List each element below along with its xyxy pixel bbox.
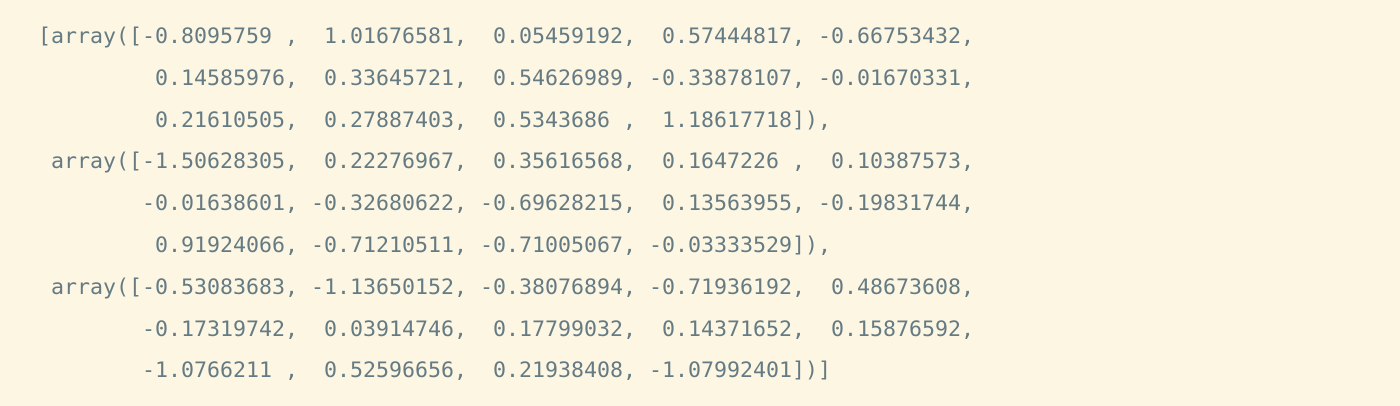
output-line-1: [array([-0.8095759 , 1.01676581, 0.05459… xyxy=(38,24,975,49)
output-line-9: -1.0766211 , 0.52596656, 0.21938408, -1.… xyxy=(38,358,832,384)
output-line-7: array([-0.53083683, -1.13650152, -0.3807… xyxy=(38,274,975,300)
output-line-2: 0.14585976, 0.33645721, 0.54626989, -0.3… xyxy=(38,65,975,91)
output-line-6: 0.91924066, -0.71210511, -0.71005067, -0… xyxy=(38,232,832,258)
output-line-5: -0.01638601, -0.32680622, -0.69628215, 0… xyxy=(38,191,975,217)
output-line-4: array([-1.50628305, 0.22276967, 0.356165… xyxy=(38,149,975,175)
array-list-output: [array([-0.8095759 , 1.01676581, 0.05459… xyxy=(38,16,974,392)
output-line-3: 0.21610505, 0.27887403, 0.5343686 , 1.18… xyxy=(38,107,832,133)
output-line-8: -0.17319742, 0.03914746, 0.17799032, 0.1… xyxy=(38,316,975,342)
